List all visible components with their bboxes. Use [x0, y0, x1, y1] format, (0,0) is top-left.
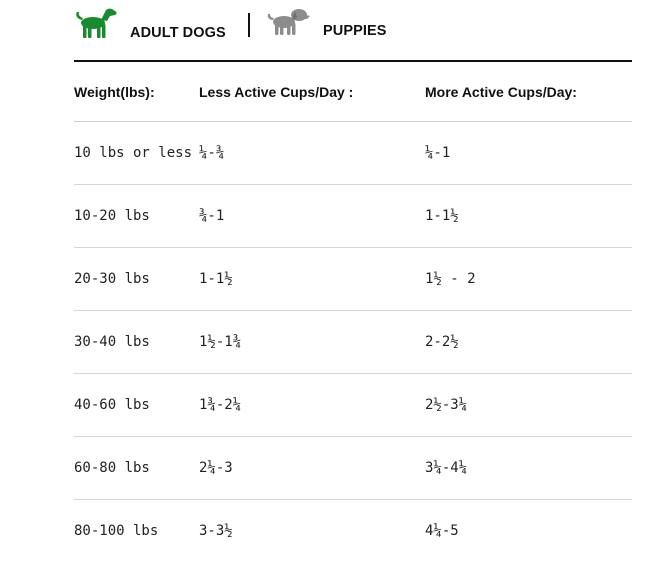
tab-adult-dogs[interactable]: ADULT DOGS	[74, 6, 239, 54]
less-active-cell: 1¾-2¼	[199, 374, 425, 437]
feeding-chart-table: Weight(lbs): Less Active Cups/Day : More…	[74, 62, 632, 562]
weight-cell: 20-30 lbs	[74, 248, 199, 311]
more-active-cell: 1½ - 2	[425, 248, 632, 311]
more-active-cell: 3¼-4¼	[425, 437, 632, 500]
tab-puppies-label: PUPPIES	[323, 23, 387, 39]
header-more-active: More Active Cups/Day:	[425, 62, 632, 122]
more-active-cell: 1-1½	[425, 185, 632, 248]
table-row: 60-80 lbs 2¼-3 3¼-4¼	[74, 437, 632, 500]
more-active-cell: 4¼-5	[425, 500, 632, 562]
table-row: 40-60 lbs 1¾-2¼ 2½-3¼	[74, 374, 632, 437]
less-active-cell: 1½-1¾	[199, 311, 425, 374]
dog-icon	[74, 6, 118, 40]
less-active-cell: 2¼-3	[199, 437, 425, 500]
more-active-cell: 2½-3¼	[425, 374, 632, 437]
less-active-cell: ¾-1	[199, 185, 425, 248]
table-row: 10 lbs or less ¼-¾ ¼-1	[74, 122, 632, 185]
less-active-cell: 1-1½	[199, 248, 425, 311]
less-active-cell: ¼-¾	[199, 122, 425, 185]
weight-cell: 10-20 lbs	[74, 185, 199, 248]
weight-cell: 80-100 lbs	[74, 500, 199, 562]
puppy-icon	[266, 6, 310, 40]
table-row: 20-30 lbs 1-1½ 1½ - 2	[74, 248, 632, 311]
feeding-tabs: ADULT DOGS PUPPIES	[74, 6, 632, 62]
table-row: 10-20 lbs ¾-1 1-1½	[74, 185, 632, 248]
header-less-active: Less Active Cups/Day :	[199, 62, 425, 122]
tab-divider	[248, 13, 250, 37]
weight-cell: 60-80 lbs	[74, 437, 199, 500]
more-active-cell: ¼-1	[425, 122, 632, 185]
weight-cell: 30-40 lbs	[74, 311, 199, 374]
tab-adult-dogs-label: ADULT DOGS	[130, 25, 226, 41]
table-header-row: Weight(lbs): Less Active Cups/Day : More…	[74, 62, 632, 122]
more-active-cell: 2-2½	[425, 311, 632, 374]
table-row: 30-40 lbs 1½-1¾ 2-2½	[74, 311, 632, 374]
header-weight: Weight(lbs):	[74, 62, 199, 122]
weight-cell: 40-60 lbs	[74, 374, 199, 437]
table-row: 80-100 lbs 3-3½ 4¼-5	[74, 500, 632, 562]
tab-puppies[interactable]: PUPPIES	[264, 6, 394, 54]
less-active-cell: 3-3½	[199, 500, 425, 562]
weight-cell: 10 lbs or less	[74, 122, 199, 185]
